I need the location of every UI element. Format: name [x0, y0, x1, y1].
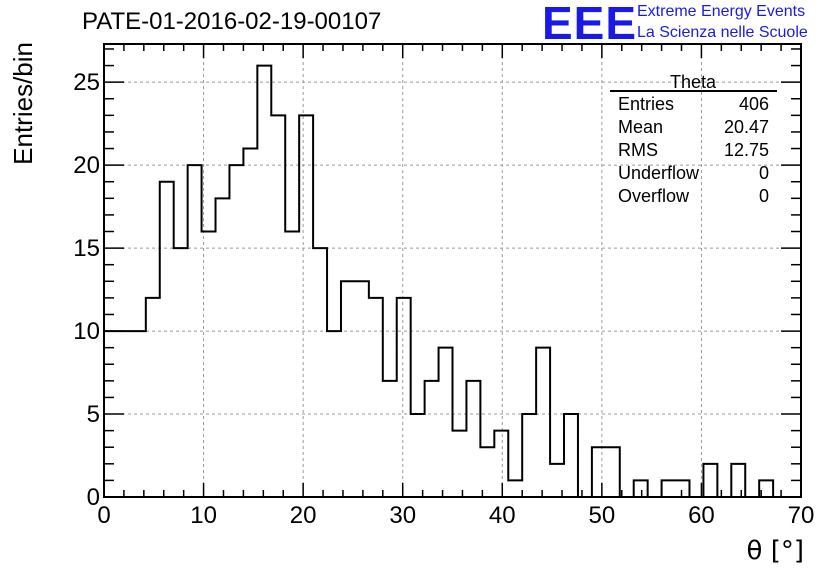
y-tick-label: 15: [73, 235, 100, 262]
y-tick-label: 10: [73, 318, 100, 345]
x-tick-label: 0: [97, 502, 110, 529]
logo-line-1: Extreme Energy Events: [637, 3, 806, 20]
stats-label: Mean: [618, 117, 663, 137]
eee-logo: EEE: [542, 0, 638, 49]
x-axis-label: θ [°]: [747, 536, 804, 566]
chart-title: PATE-01-2016-02-19-00107: [82, 8, 382, 35]
y-axis-label: Entries/bin: [8, 42, 38, 165]
stats-value: 20.47: [724, 117, 769, 137]
stats-label: Underflow: [618, 163, 700, 183]
x-tick-label: 20: [290, 502, 317, 529]
stats-value: 0: [759, 163, 769, 183]
tick-labels: 0 10 20 30 40 50 60 70 0 5 10 15 20 25: [73, 69, 814, 529]
stats-value: 12.75: [724, 140, 769, 160]
y-tick-label: 5: [87, 401, 100, 428]
histogram-outline: [104, 64, 801, 498]
x-tick-label: 50: [589, 502, 616, 529]
logo-line-2: La Scienza nelle Scuole: [637, 24, 808, 41]
x-tick-label: 30: [389, 502, 416, 529]
y-tick-label: 25: [73, 69, 100, 96]
stats-label: Entries: [618, 94, 674, 114]
x-tick-label: 60: [688, 502, 715, 529]
stats-title: Theta: [670, 72, 717, 92]
stats-value: 406: [739, 94, 769, 114]
y-tick-label: 0: [87, 484, 100, 511]
x-tick-label: 70: [788, 502, 815, 529]
stats-label: Overflow: [618, 186, 690, 206]
x-tick-label: 40: [489, 502, 516, 529]
stats-label: RMS: [618, 140, 658, 160]
stats-value: 0: [759, 186, 769, 206]
stats-box: Theta Entries 406 Mean 20.47 RMS 12.75 Underfl…: [610, 72, 777, 206]
y-tick-label: 20: [73, 152, 100, 179]
axis-ticks: [103, 44, 802, 498]
x-tick-label: 10: [190, 502, 217, 529]
plot-frame: [103, 43, 802, 498]
